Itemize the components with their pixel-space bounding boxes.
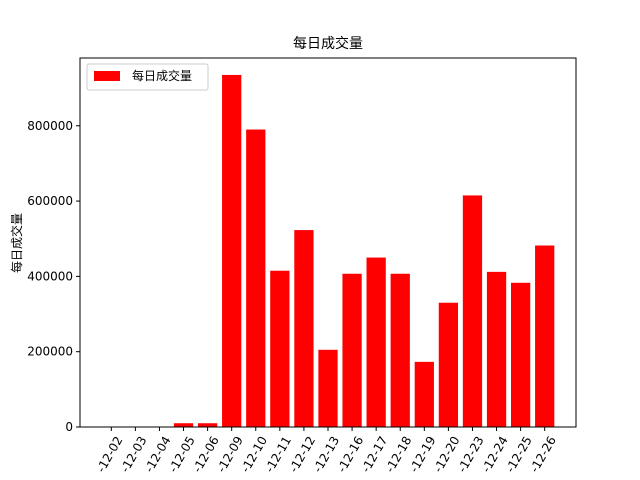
bar-2019-12-12	[294, 230, 313, 427]
x-axis-ticks: -12-02-12-03-12-04-12-05-12-06-12-09-12-…	[94, 427, 559, 475]
bar-2019-12-25	[511, 283, 530, 427]
bar-2019-12-26	[535, 246, 554, 427]
y-tick-label: 600000	[27, 194, 73, 208]
legend: 每日成交量	[87, 64, 208, 90]
y-tick-label: 800000	[27, 119, 73, 133]
bar-2019-12-13	[318, 350, 337, 427]
y-axis-ticks: 0 200000 400000 600000 800000	[27, 119, 80, 434]
bar-2019-12-20	[439, 303, 458, 427]
y-tick-label: 0	[65, 420, 73, 434]
legend-label: 每日成交量	[132, 68, 192, 83]
bar-2019-12-11	[270, 271, 289, 427]
bar-2019-12-16	[342, 274, 361, 427]
bar-2019-12-17	[367, 258, 386, 427]
bar-2019-12-06	[198, 423, 217, 427]
bar-2019-12-19	[415, 362, 434, 427]
bar-2019-12-05	[174, 423, 193, 427]
bar-2019-12-23	[463, 195, 482, 427]
chart-title: 每日成交量	[293, 35, 363, 52]
bar-2019-12-18	[391, 274, 410, 427]
y-tick-label: 200000	[27, 345, 73, 359]
bar-2019-12-09	[222, 75, 241, 427]
bar-2019-12-10	[246, 130, 265, 427]
y-axis-label: 每日成交量	[9, 213, 24, 273]
bar-2019-12-24	[487, 272, 506, 427]
legend-swatch	[94, 71, 120, 81]
bars-group	[174, 75, 554, 427]
y-tick-label: 400000	[27, 269, 73, 283]
